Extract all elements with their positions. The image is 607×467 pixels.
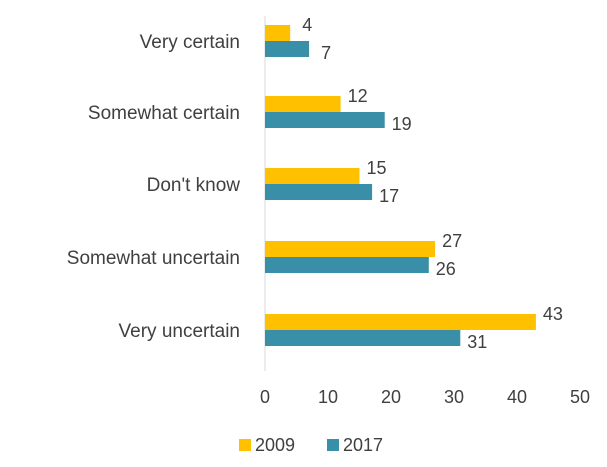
bar-2017-somewhat-certain xyxy=(265,112,385,128)
legend-swatch xyxy=(327,439,339,451)
x-tick-label: 10 xyxy=(318,387,338,407)
x-tick-label: 50 xyxy=(570,387,590,407)
x-tick-label: 0 xyxy=(260,387,270,407)
data-label: 7 xyxy=(321,43,331,63)
bar-2017-don-t-know xyxy=(265,184,373,200)
data-label: 31 xyxy=(467,332,487,352)
legend-swatch xyxy=(239,439,251,451)
legend: 2009 2017 xyxy=(239,435,383,455)
data-label: 43 xyxy=(543,304,563,324)
bar-2017-somewhat-uncertain xyxy=(265,257,429,273)
labels-layer: Very certain 47 Somewhat certain 12 19 Don't … xyxy=(67,15,563,352)
bar-2009-very-uncertain xyxy=(265,314,536,330)
category-label: Very uncertain xyxy=(119,321,240,342)
data-label: 17 xyxy=(379,186,399,206)
x-tick-label: 40 xyxy=(507,387,527,407)
category-label: Very certain xyxy=(140,32,240,53)
axis-layer: 0 10 20 30 40 50 xyxy=(260,16,590,407)
bar-2009-somewhat-uncertain xyxy=(265,241,436,257)
bar-2009-very-certain xyxy=(265,25,291,41)
x-tick-label: 20 xyxy=(381,387,401,407)
x-tick-label: 30 xyxy=(444,387,464,407)
data-label: 27 xyxy=(442,231,462,251)
bar-2009-somewhat-certain xyxy=(265,96,341,112)
data-label: 19 xyxy=(392,114,412,134)
category-label: Somewhat certain xyxy=(88,103,240,124)
bars-layer xyxy=(265,25,536,346)
legend-label: 2017 xyxy=(343,435,383,455)
data-label: 4 xyxy=(302,15,312,35)
bar-2017-very-certain xyxy=(265,41,310,57)
legend-label: 2009 xyxy=(255,435,295,455)
data-label: 12 xyxy=(348,86,368,106)
category-label: Somewhat uncertain xyxy=(67,248,240,269)
bar-2017-very-uncertain xyxy=(265,330,461,346)
category-label: Don't know xyxy=(147,175,241,196)
bar-2009-don-t-know xyxy=(265,168,360,184)
data-label: 26 xyxy=(436,259,456,279)
data-label: 15 xyxy=(366,158,386,178)
